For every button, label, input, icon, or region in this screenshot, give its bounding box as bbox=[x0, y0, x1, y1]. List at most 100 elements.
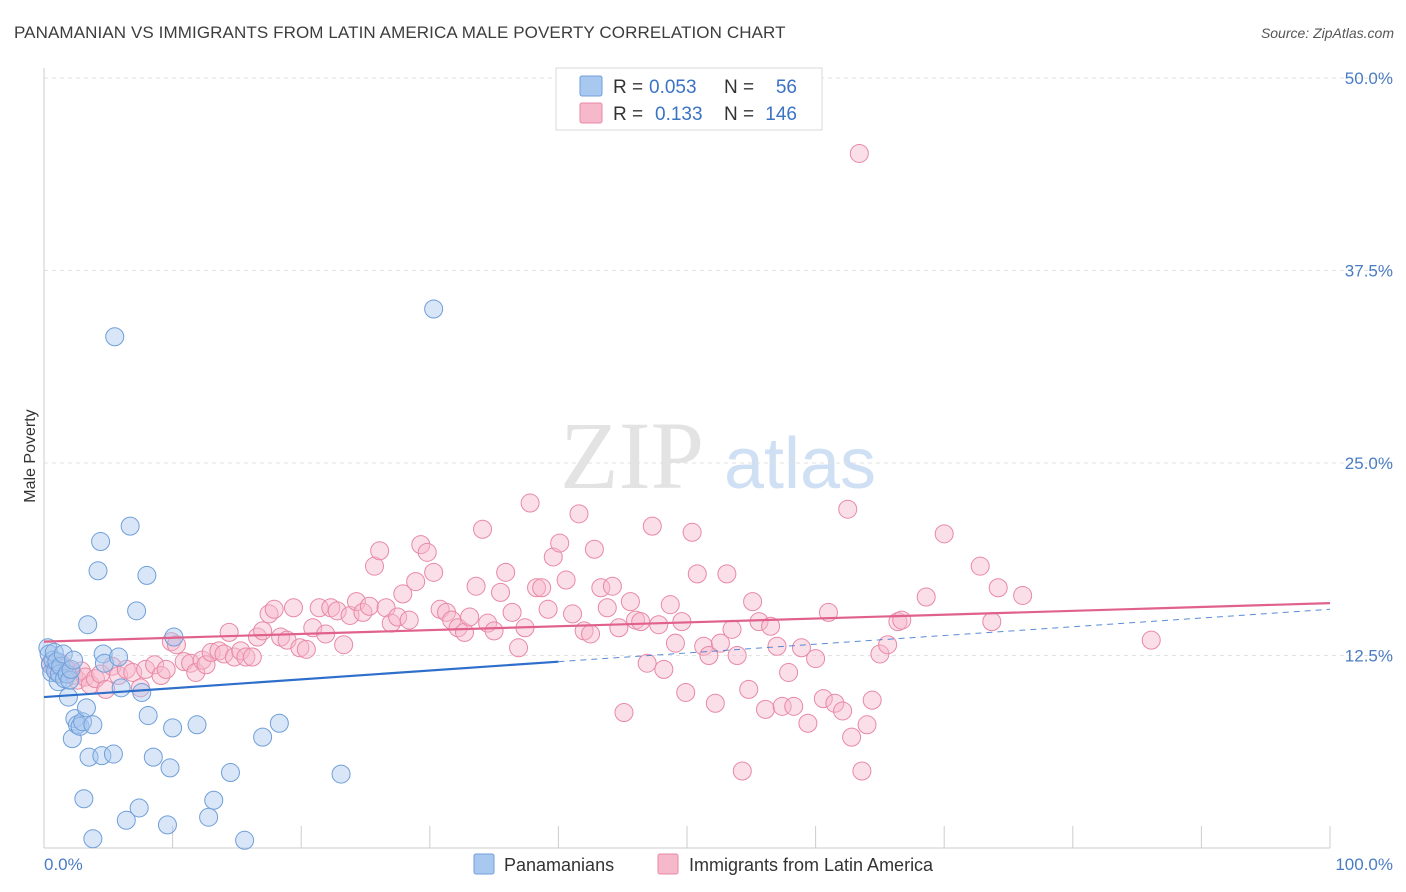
point-immigrants-128 bbox=[779, 662, 799, 682]
point-immigrants-58 bbox=[370, 541, 390, 561]
point-immigrants-93 bbox=[581, 624, 601, 644]
point-immigrants-91 bbox=[569, 504, 589, 524]
point-immigrants-20 bbox=[145, 655, 165, 675]
legend: R = 0.053 N = 56 R = 0.133 N = 146 bbox=[555, 67, 823, 131]
point-immigrants-117 bbox=[717, 564, 737, 584]
watermark-atlas: atlas bbox=[724, 424, 876, 504]
point-immigrants-63 bbox=[399, 610, 419, 630]
point-immigrants-150 bbox=[988, 578, 1008, 598]
point-immigrants-52 bbox=[334, 635, 354, 655]
point-immigrants-86 bbox=[538, 599, 558, 619]
point-panamanians-57 bbox=[331, 764, 351, 784]
point-immigrants-115 bbox=[705, 693, 725, 713]
point-panamanians-11 bbox=[53, 644, 73, 664]
point-immigrants-74 bbox=[466, 576, 486, 596]
legend-n-value-1: 146 bbox=[765, 104, 797, 125]
point-panamanians-48 bbox=[163, 718, 183, 738]
point-panamanians-27 bbox=[83, 715, 103, 735]
point-panamanians-25 bbox=[78, 615, 98, 635]
point-immigrants-130 bbox=[791, 638, 811, 658]
y-tick-label-1: 25.0% bbox=[1345, 454, 1393, 473]
point-immigrants-131 bbox=[798, 713, 818, 733]
trend-lines bbox=[43, 602, 1331, 699]
point-immigrants-148 bbox=[970, 556, 990, 576]
x-tick-labels: 0.0% 100.0% bbox=[44, 855, 1393, 874]
x-tick-label-right: 100.0% bbox=[1335, 855, 1393, 874]
point-immigrants-78 bbox=[491, 582, 511, 602]
point-immigrants-17 bbox=[123, 662, 143, 682]
point-panamanians-43 bbox=[137, 565, 157, 585]
bottom-legend-label-immigrants: Immigrants from Latin America bbox=[689, 855, 934, 875]
point-immigrants-108 bbox=[665, 633, 685, 653]
point-immigrants-143 bbox=[878, 635, 898, 655]
legend-swatch-panamanians bbox=[579, 75, 603, 97]
point-immigrants-151 bbox=[1013, 585, 1033, 605]
point-immigrants-112 bbox=[687, 564, 707, 584]
point-panamanians-30 bbox=[91, 532, 111, 552]
point-immigrants-75 bbox=[473, 519, 493, 539]
point-immigrants-21 bbox=[151, 666, 171, 686]
point-immigrants-77 bbox=[484, 621, 504, 641]
legend-r-label-1: R = bbox=[613, 104, 643, 125]
point-immigrants-111 bbox=[682, 522, 702, 542]
point-panamanians-37 bbox=[111, 678, 131, 698]
point-immigrants-99 bbox=[614, 702, 634, 722]
point-panamanians-33 bbox=[94, 653, 114, 673]
point-immigrants-44 bbox=[283, 598, 303, 618]
point-immigrants-135 bbox=[825, 693, 845, 713]
bottom-legend-swatch-panamanians bbox=[473, 853, 495, 875]
trend-line-panamanians bbox=[43, 660, 559, 699]
point-immigrants-123 bbox=[749, 612, 769, 632]
x-tick-label-left: 0.0% bbox=[44, 855, 83, 874]
watermark: ZIP atlas bbox=[560, 402, 876, 509]
point-immigrants-26 bbox=[181, 653, 201, 673]
point-immigrants-139 bbox=[852, 761, 872, 781]
point-immigrants-120 bbox=[732, 761, 752, 781]
point-immigrants-97 bbox=[602, 576, 622, 596]
point-panamanians-38 bbox=[116, 810, 136, 830]
point-panamanians-16 bbox=[61, 659, 81, 679]
point-immigrants-53 bbox=[340, 605, 360, 625]
point-immigrants-61 bbox=[388, 607, 408, 627]
legend-n-value-0: 56 bbox=[776, 77, 797, 98]
legend-n-label-1: N = bbox=[724, 104, 754, 125]
point-immigrants-119 bbox=[727, 646, 747, 665]
point-immigrants-85 bbox=[532, 578, 552, 598]
point-immigrants-79 bbox=[496, 562, 516, 582]
point-panamanians-45 bbox=[143, 747, 163, 767]
chart-title: PANAMANIAN VS IMMIGRANTS FROM LATIN AMER… bbox=[14, 23, 786, 42]
point-panamanians-41 bbox=[129, 798, 149, 818]
point-immigrants-81 bbox=[509, 638, 529, 658]
point-immigrants-39 bbox=[253, 621, 273, 641]
point-immigrants-121 bbox=[739, 679, 759, 699]
legend-swatch-immigrants bbox=[579, 102, 603, 124]
point-panamanians-50 bbox=[187, 715, 207, 735]
point-immigrants-138 bbox=[842, 727, 862, 747]
point-panamanians-51 bbox=[199, 807, 219, 827]
point-immigrants-140 bbox=[857, 715, 877, 735]
axes bbox=[43, 68, 1331, 849]
point-immigrants-84 bbox=[527, 578, 547, 598]
point-panamanians-42 bbox=[132, 682, 152, 702]
point-immigrants-106 bbox=[654, 659, 674, 679]
point-immigrants-27 bbox=[186, 662, 206, 682]
point-immigrants-149 bbox=[982, 612, 1002, 632]
point-immigrants-141 bbox=[862, 690, 882, 710]
point-panamanians-53 bbox=[220, 763, 240, 783]
point-panamanians-55 bbox=[253, 727, 273, 747]
point-panamanians-40 bbox=[127, 601, 147, 621]
point-panamanians-24 bbox=[76, 698, 96, 718]
point-immigrants-100 bbox=[620, 592, 640, 612]
point-immigrants-48 bbox=[309, 598, 329, 618]
point-immigrants-110 bbox=[676, 682, 696, 702]
point-immigrants-73 bbox=[460, 607, 480, 627]
point-immigrants-153 bbox=[849, 143, 869, 163]
point-immigrants-51 bbox=[327, 601, 347, 621]
source-label: Source: ZipAtlas.com bbox=[1260, 25, 1394, 41]
point-immigrants-33 bbox=[219, 622, 239, 642]
point-immigrants-88 bbox=[550, 533, 570, 553]
point-immigrants-38 bbox=[247, 627, 267, 647]
point-immigrants-105 bbox=[649, 615, 669, 635]
point-immigrants-62 bbox=[393, 584, 413, 604]
